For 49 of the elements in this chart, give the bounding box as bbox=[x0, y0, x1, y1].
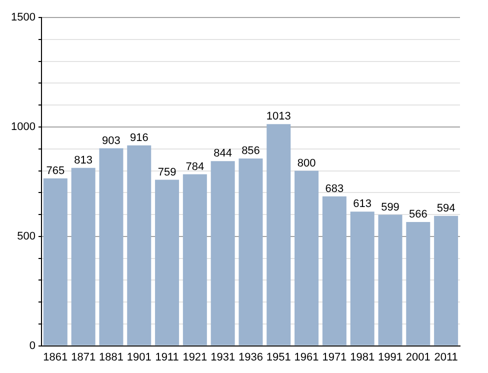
data-label: 856 bbox=[242, 145, 260, 158]
data-label: 813 bbox=[74, 154, 93, 166]
data-label: 1013 bbox=[266, 110, 291, 123]
x-tick-label: 1961 bbox=[294, 351, 319, 364]
bar bbox=[294, 170, 319, 346]
y-tick-label: 1500 bbox=[10, 12, 36, 24]
x-tick-label: 1911 bbox=[155, 351, 179, 364]
bar bbox=[71, 168, 96, 346]
data-label: 566 bbox=[408, 208, 428, 220]
data-label: 903 bbox=[102, 134, 120, 147]
data-label: 784 bbox=[186, 160, 204, 173]
bar bbox=[350, 212, 374, 346]
x-tick-label: 1901 bbox=[126, 351, 152, 364]
data-label: 613 bbox=[353, 198, 372, 210]
data-label: 599 bbox=[381, 201, 400, 214]
x-tick-label: 1931 bbox=[210, 351, 236, 364]
y-tick-label: 500 bbox=[17, 230, 36, 242]
x-tick-label: 1951 bbox=[266, 351, 291, 364]
bar bbox=[99, 148, 124, 346]
bar bbox=[155, 180, 180, 346]
data-label: 765 bbox=[46, 164, 65, 177]
data-label: 759 bbox=[158, 166, 176, 178]
x-tick-label: 1991 bbox=[378, 351, 402, 364]
data-label: 916 bbox=[130, 132, 148, 144]
x-tick-label: 1881 bbox=[98, 351, 124, 364]
data-label: 683 bbox=[325, 182, 344, 195]
y-tick-label: 1000 bbox=[10, 121, 36, 134]
bar bbox=[406, 222, 430, 346]
x-tick-label: 1861 bbox=[43, 351, 68, 364]
bar bbox=[322, 196, 346, 346]
bar bbox=[378, 214, 402, 346]
x-tick-label: 1936 bbox=[238, 351, 263, 364]
bar bbox=[127, 145, 152, 346]
x-tick-label: 2001 bbox=[406, 351, 430, 364]
bar bbox=[266, 124, 291, 346]
bar bbox=[210, 161, 235, 346]
data-label: 594 bbox=[436, 202, 456, 214]
data-label: 800 bbox=[297, 157, 316, 170]
x-tick-label: 2011 bbox=[434, 351, 458, 364]
y-tick-label: 0 bbox=[29, 340, 36, 352]
data-label: 844 bbox=[214, 148, 232, 160]
x-tick-label: 1921 bbox=[182, 351, 208, 364]
bar bbox=[238, 158, 263, 346]
bar bbox=[182, 174, 207, 346]
x-tick-label: 1971 bbox=[322, 351, 347, 364]
bar bbox=[43, 178, 68, 346]
bar bbox=[434, 216, 458, 346]
x-tick-label: 1871 bbox=[71, 351, 96, 364]
x-tick-label: 1981 bbox=[350, 351, 375, 364]
